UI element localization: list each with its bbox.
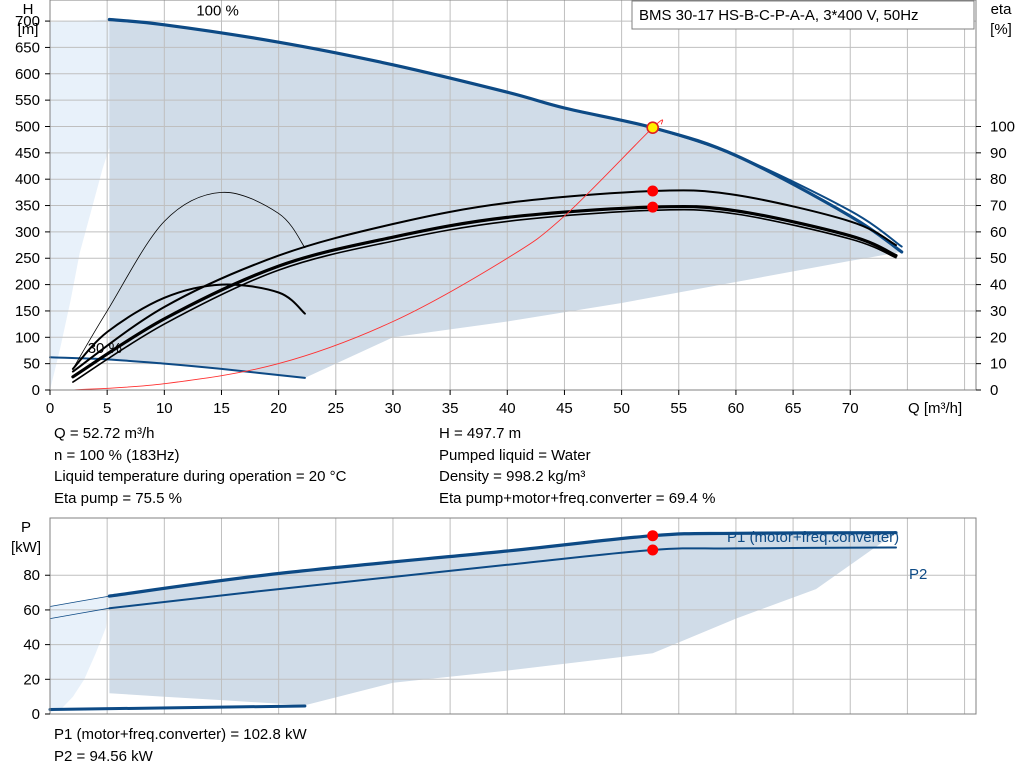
y-tick-label: 0	[32, 382, 40, 399]
y-tick-label: 100	[15, 329, 40, 346]
y-tick-label: 650	[15, 39, 40, 56]
pump-title: BMS 30-17 HS-B-C-P-A-A, 3*400 V, 50Hz	[639, 7, 919, 24]
y2-tick-label: 20	[990, 329, 1007, 346]
x-tick-label: 30	[385, 400, 402, 417]
x-tick-label: 25	[327, 400, 344, 417]
y2-tick-label: 40	[990, 277, 1007, 294]
x-tick-label: 45	[556, 400, 573, 417]
series-p1	[107, 531, 898, 598]
density-value: Density = 998.2 kg/m³	[439, 468, 586, 485]
operating-point	[647, 544, 659, 556]
head-chart-frame	[49, 0, 977, 391]
y-tick-label: 0	[32, 706, 40, 723]
series-p2	[108, 546, 897, 610]
x-tick-label: 35	[442, 400, 459, 417]
h-axis-label-1: H	[23, 1, 34, 18]
eta-axis-label-1: eta	[991, 1, 1013, 18]
x-tick-label: 5	[103, 400, 111, 417]
y2-tick-label: 30	[990, 303, 1007, 320]
y-tick-label: 700	[15, 13, 40, 30]
series-npsh	[72, 119, 664, 391]
y-tick-label: 450	[15, 145, 40, 162]
x-tick-label: 0	[46, 400, 54, 417]
liquid-temperature: Liquid temperature during operation = 20…	[54, 468, 347, 485]
y-tick-label: 150	[15, 303, 40, 320]
y2-tick-label: 60	[990, 224, 1007, 241]
operating-region	[109, 532, 896, 706]
operating-info-right: H = 497.7 m Pumped liquid = Water Densit…	[439, 423, 715, 509]
y-tick-label: 500	[15, 118, 40, 135]
y-tick-label: 350	[15, 198, 40, 215]
x-tick-label: 70	[842, 400, 859, 417]
y2-tick-label: 70	[990, 198, 1007, 215]
y2-tick-label: 50	[990, 250, 1007, 267]
eta-pump-value: Eta pump = 75.5 %	[54, 489, 182, 507]
x-tick-label: 10	[156, 400, 173, 417]
q-axis-label: Q [m³/h]	[908, 400, 962, 417]
p-axis-label-1: P	[21, 519, 31, 536]
operating-region	[109, 19, 902, 378]
speed-label-30: 30 %	[88, 340, 122, 357]
y-tick-label: 550	[15, 92, 40, 109]
operating-info-left: Q = 52.72 m³/h n = 100 % (183Hz) Liquid …	[54, 423, 346, 509]
x-tick-label: 50	[613, 400, 630, 417]
x-tick-label: 60	[728, 400, 745, 417]
pumped-liquid: Pumped liquid = Water	[439, 446, 591, 464]
y2-tick-label: 90	[990, 145, 1007, 162]
series-eta_small_pump	[71, 283, 306, 370]
p1-legend-label: P1 (motor+freq.converter)	[727, 529, 899, 546]
x-tick-label: 65	[785, 400, 802, 417]
y-tick-label: 400	[15, 171, 40, 188]
y2-tick-label: 100	[990, 118, 1015, 135]
x-tick-label: 20	[270, 400, 287, 417]
series-eta_total	[71, 204, 898, 379]
y-tick-label: 250	[15, 250, 40, 267]
p2-legend-label: P2	[909, 566, 927, 583]
power-chart: 0 20 40 60 80 P [kW] P1 (motor+freq.converte…	[11, 517, 977, 723]
y-tick-label: 20	[23, 671, 40, 688]
series-eta_total_inner	[72, 208, 897, 383]
low-speed-region	[50, 19, 117, 390]
eta-axis-label-2: [%]	[990, 21, 1012, 38]
flow-value: Q = 52.72 m³/h	[54, 425, 155, 442]
series-p1_low_lo	[48, 704, 307, 711]
series-eta_pump	[71, 189, 897, 373]
p1-value: P1 (motor+freq.converter) = 102.8 kW	[54, 726, 307, 743]
y2-tick-label: 80	[990, 171, 1007, 188]
series-eta_small_thin	[72, 191, 306, 370]
p-axis-label-2: [kW]	[11, 539, 41, 556]
y-tick-label: 50	[23, 356, 40, 373]
x-tick-label: 55	[670, 400, 687, 417]
y2-tick-label: 10	[990, 356, 1007, 373]
x-tick-label: 40	[499, 400, 516, 417]
power-chart-frame	[49, 517, 977, 715]
pump-title-box	[631, 0, 975, 30]
y2-tick-label: 0	[990, 382, 998, 399]
y-tick-label: 80	[23, 567, 40, 584]
y-tick-label: 40	[23, 637, 40, 654]
y-tick-label: 300	[15, 224, 40, 241]
y-tick-label: 600	[15, 66, 40, 83]
series-p1_thin	[49, 595, 110, 607]
speed-label-100: 100 %	[196, 3, 239, 20]
h-axis-label-2: [m]	[18, 21, 39, 38]
speed-value: n = 100 % (183Hz)	[54, 446, 180, 464]
operating-point	[647, 201, 659, 213]
p2-value: P2 = 94.56 kW	[54, 747, 153, 765]
operating-point	[647, 530, 659, 542]
x-tick-label: 15	[213, 400, 230, 417]
y-tick-label: 200	[15, 277, 40, 294]
low-speed-region	[50, 596, 110, 713]
series-h100_upper	[651, 126, 903, 248]
operating-point	[647, 185, 659, 197]
series-h100	[107, 17, 904, 254]
eta-total-value: Eta pump+motor+freq.converter = 69.4 %	[439, 489, 716, 507]
y-tick-label: 60	[23, 602, 40, 619]
head-value: H = 497.7 m	[439, 425, 522, 442]
series-p2_thin	[49, 607, 110, 619]
power-info: P1 (motor+freq.converter) = 102.8 kW P2 …	[54, 724, 307, 767]
operating-point	[646, 121, 660, 134]
head-chart: 0 5 10 15 20 25 30 35 40 45 50 55 60 65 70 05010015020…	[15, 0, 1015, 417]
